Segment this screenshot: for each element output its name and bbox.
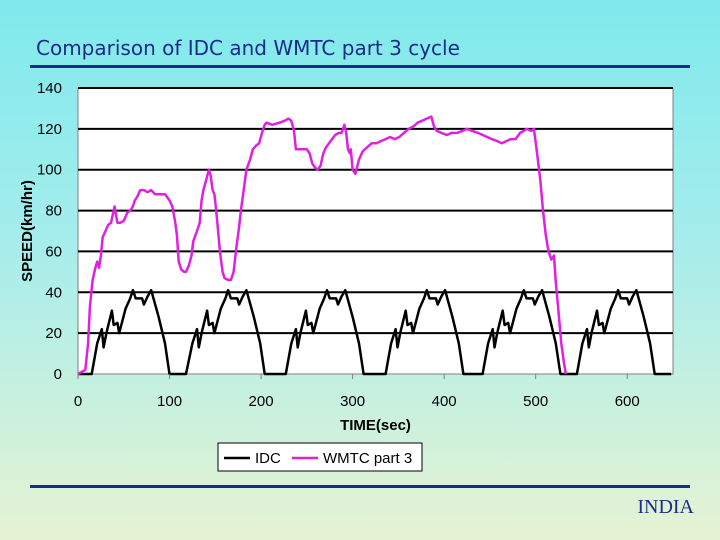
y-axis-title: SPEED(km/hr) bbox=[19, 180, 36, 282]
x-tick-label: 500 bbox=[523, 393, 548, 410]
plot-area bbox=[77, 87, 674, 375]
x-tick-label: 600 bbox=[615, 393, 640, 410]
idc-line bbox=[78, 288, 672, 376]
x-tick-label: 300 bbox=[340, 393, 365, 410]
legend-label-wmtc: WMTC part 3 bbox=[323, 450, 412, 467]
x-tick-label: 100 bbox=[157, 393, 182, 410]
slide-title: Comparison of IDC and WMTC part 3 cycle bbox=[36, 36, 460, 60]
x-tick-label: 400 bbox=[432, 393, 457, 410]
legend: IDC WMTC part 3 bbox=[217, 442, 423, 472]
y-tick-label: 120 bbox=[37, 121, 62, 138]
x-axis-title: TIME(sec) bbox=[340, 417, 411, 434]
tick-labels: 0 20 40 60 80 100 120 140 0 100 200 300 400 500 600 bbox=[37, 80, 640, 410]
x-tick-label: 0 bbox=[74, 393, 82, 410]
y-tick-label: 20 bbox=[45, 325, 62, 342]
speed-time-chart: 0 20 40 60 80 100 120 140 0 100 200 300 400 500 600 TI… bbox=[19, 80, 674, 472]
legend-box bbox=[217, 442, 423, 472]
y-tick-label: 0 bbox=[54, 366, 62, 383]
footer-rule bbox=[30, 485, 690, 488]
legend-label-idc: IDC bbox=[255, 450, 281, 467]
y-tick-label: 100 bbox=[37, 162, 62, 179]
footer-label: INDIA bbox=[637, 496, 694, 518]
y-tick-label: 60 bbox=[45, 243, 62, 260]
y-tick-label: 40 bbox=[45, 284, 62, 301]
series-layer bbox=[77, 115, 672, 376]
wmtc-part3-line bbox=[77, 115, 568, 376]
y-tick-label: 80 bbox=[45, 203, 62, 220]
y-tick-label: 140 bbox=[37, 80, 62, 97]
title-underline bbox=[30, 65, 690, 68]
x-tick-label: 200 bbox=[249, 393, 274, 410]
